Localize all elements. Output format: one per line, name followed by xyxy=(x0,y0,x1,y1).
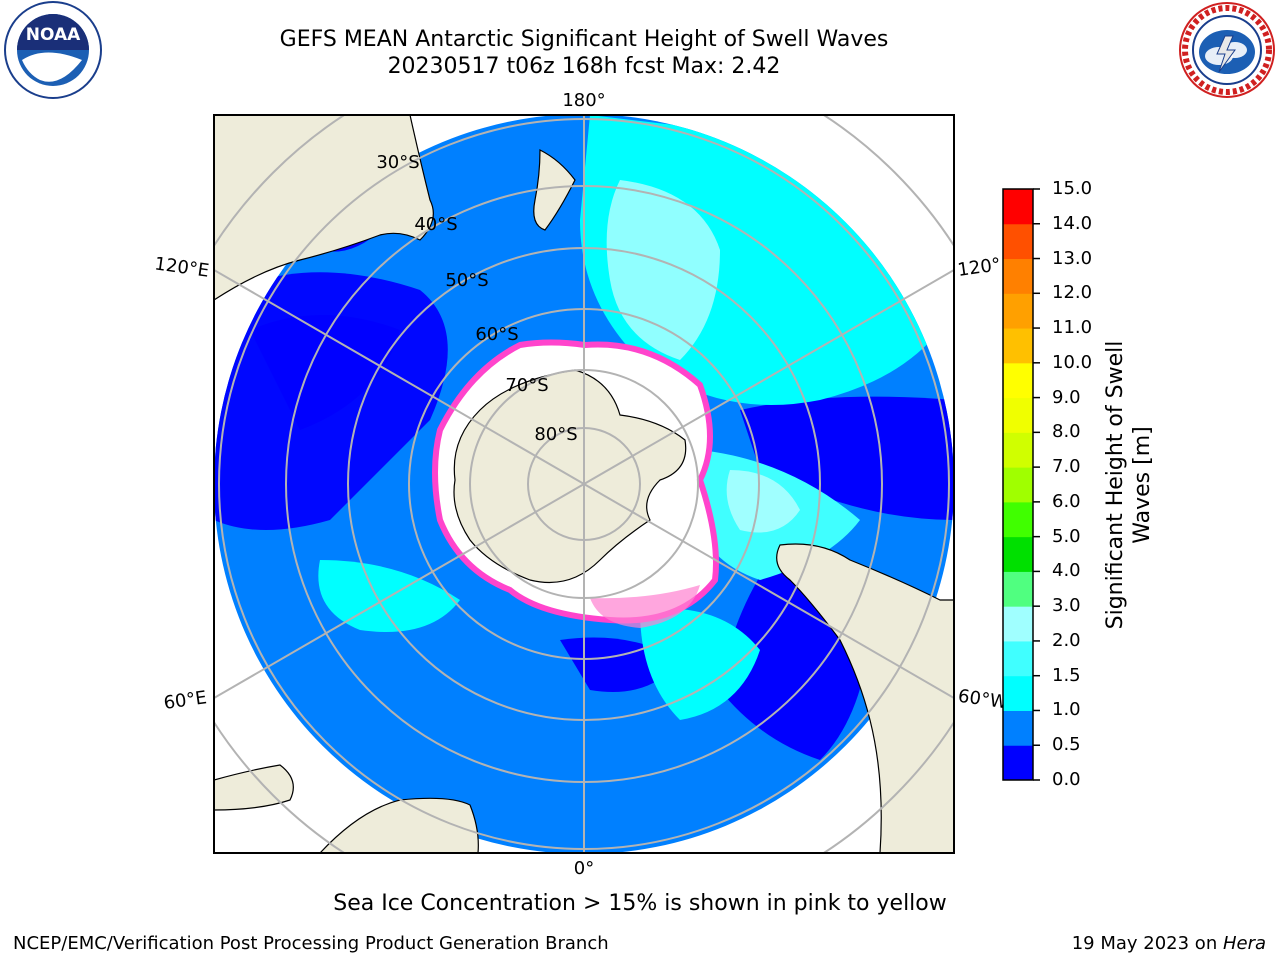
colorbar-tick-label: 12.0 xyxy=(1052,282,1093,304)
colorbar-tick-label: 0.5 xyxy=(1052,734,1081,756)
colorbar-tick-label: 15.0 xyxy=(1052,178,1093,199)
madagascar-land xyxy=(214,764,294,811)
colorbar-band xyxy=(1003,536,1033,572)
chart-subtitle: 20230517 t06z 168h fcst Max: 2.42 xyxy=(387,54,781,79)
lon-label-60w: 60°W xyxy=(957,686,1009,714)
colorbar-band xyxy=(1003,675,1033,711)
footer-date: 19 May 2023 on Hera xyxy=(1072,933,1266,954)
colorbar-tick-label: 1.5 xyxy=(1052,664,1081,686)
colorbar-band xyxy=(1003,501,1033,538)
noaa-logo: NOAA xyxy=(4,1,102,99)
lat-label-60s: 60°S xyxy=(475,324,518,345)
australia-land xyxy=(214,115,434,301)
lat-label-50s: 50°S xyxy=(445,270,488,291)
lat-label-80s: 80°S xyxy=(534,424,577,445)
lon-label-120w: 120° xyxy=(956,254,1002,281)
colorbar-tick-label: 0.0 xyxy=(1052,769,1081,790)
lat-label-30s: 30°S xyxy=(376,152,419,173)
colorbar-band xyxy=(1003,571,1033,607)
graticule xyxy=(214,115,954,853)
footer-credit: NCEP/EMC/Verification Post Processing Pr… xyxy=(13,933,609,954)
new-zealand-land xyxy=(533,149,576,231)
chart-title: GEFS MEAN Antarctic Significant Height o… xyxy=(279,27,889,52)
africa-land xyxy=(319,797,479,853)
colorbar-band xyxy=(1003,362,1033,399)
colorbar-tick-label: 2.0 xyxy=(1052,629,1081,651)
colorbar-tick-label: 11.0 xyxy=(1052,317,1093,339)
colorbar-tick-label: 14.0 xyxy=(1052,212,1093,234)
colorbar-frame xyxy=(1002,188,1034,781)
colorbar-tick-label: 9.0 xyxy=(1052,386,1081,408)
lon-label-120e: 120°E xyxy=(153,253,210,281)
colorbar xyxy=(1003,188,1040,781)
colorbar-band xyxy=(1003,640,1033,677)
colorbar-tick-label: 4.0 xyxy=(1052,560,1081,582)
colorbar-tick-label: 13.0 xyxy=(1052,247,1093,269)
colorbar-band xyxy=(1003,328,1033,364)
lat-label-40s: 40°S xyxy=(414,214,457,235)
south-america-land xyxy=(776,543,954,853)
colorbar-band xyxy=(1003,710,1033,746)
lon-label-60e: 60°E xyxy=(162,687,208,714)
footer-machine: Hera xyxy=(1222,933,1266,954)
colorbar-tick-label: 10.0 xyxy=(1052,351,1093,373)
colorbar-tick-label: 6.0 xyxy=(1052,490,1081,512)
nws-logo xyxy=(1179,2,1275,98)
colorbar-band xyxy=(1003,293,1033,329)
colorbar-band xyxy=(1003,606,1033,642)
colorbar-tick-label: 5.0 xyxy=(1052,525,1081,547)
colorbar-band xyxy=(1003,432,1033,468)
colorbar-title: Significant Height of Swell Waves [m] xyxy=(1103,340,1155,630)
footer-date-text: 19 May 2023 on xyxy=(1071,933,1223,954)
lon-label-0: 0° xyxy=(574,858,594,879)
lon-label-180: 180° xyxy=(562,90,605,111)
colorbar-tick-label: 7.0 xyxy=(1052,456,1081,478)
map-frame xyxy=(213,114,955,854)
colorbar-band xyxy=(1003,397,1033,433)
colorbar-band xyxy=(1003,467,1033,503)
colorbar-tick-label: 3.0 xyxy=(1052,595,1081,617)
colorbar-tick-label: 8.0 xyxy=(1052,421,1081,443)
colorbar-band xyxy=(1003,223,1033,260)
colorbar-band xyxy=(1003,258,1033,294)
lat-label-70s: 70°S xyxy=(505,375,548,396)
colorbar-band xyxy=(1003,745,1033,781)
sea-ice-note: Sea Ice Concentration > 15% is shown in … xyxy=(333,891,947,916)
noaa-logo-text: NOAA xyxy=(26,25,81,45)
colorbar-band xyxy=(1003,189,1033,225)
colorbar-tick-label: 1.0 xyxy=(1052,699,1081,721)
